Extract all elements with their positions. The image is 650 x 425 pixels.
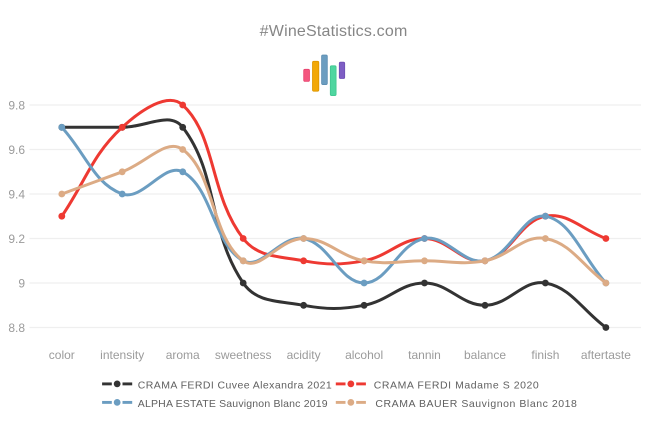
svg-text:CRAMA FERDI Cuvee Alexandra 20: CRAMA FERDI Cuvee Alexandra 2021 xyxy=(138,379,332,391)
svg-text:8.8: 8.8 xyxy=(8,321,25,335)
svg-text:tannin: tannin xyxy=(408,348,441,362)
svg-text:#WineStatistics.com: #WineStatistics.com xyxy=(260,23,408,40)
svg-text:sweetness: sweetness xyxy=(215,348,272,362)
svg-text:ALPHA ESTATE Sauvignon Blanc 2: ALPHA ESTATE Sauvignon Blanc 2019 xyxy=(138,398,328,410)
svg-text:acidity: acidity xyxy=(287,348,321,362)
svg-text:9.6: 9.6 xyxy=(8,143,25,157)
svg-text:CRAMA FERDI Madame S 2020: CRAMA FERDI Madame S 2020 xyxy=(374,379,539,391)
svg-text:alcohol: alcohol xyxy=(345,348,383,362)
svg-text:9.8: 9.8 xyxy=(8,98,25,112)
svg-text:aftertaste: aftertaste xyxy=(581,348,631,362)
svg-text:color: color xyxy=(49,348,75,362)
svg-text:9.2: 9.2 xyxy=(8,232,25,246)
svg-text:balance: balance xyxy=(464,348,506,362)
svg-text:9: 9 xyxy=(18,276,25,290)
svg-text:aroma: aroma xyxy=(166,348,200,362)
svg-text:intensity: intensity xyxy=(100,348,144,362)
svg-text:finish: finish xyxy=(531,348,559,362)
svg-text:CRAMA BAUER Sauvignon Blanc 20: CRAMA BAUER Sauvignon Blanc 2018 xyxy=(375,398,577,410)
svg-text:9.4: 9.4 xyxy=(8,187,25,201)
